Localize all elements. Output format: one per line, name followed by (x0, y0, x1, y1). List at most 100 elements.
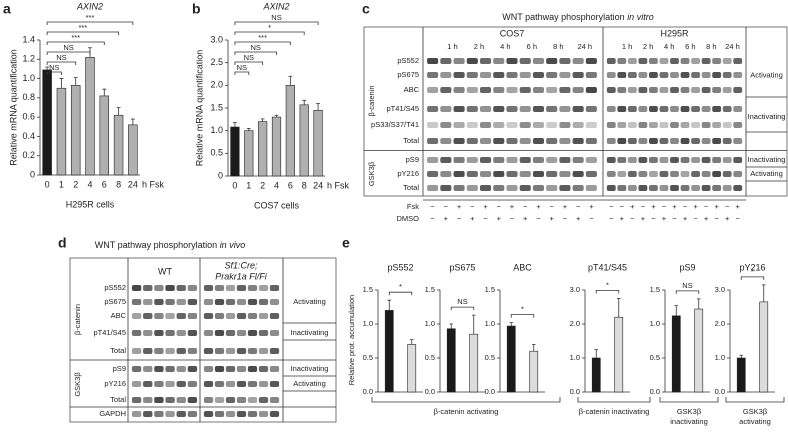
treatment-sign: − (609, 202, 614, 211)
effect-label: Inactivating (748, 155, 786, 164)
band (225, 313, 236, 319)
group-label: GSK3β (367, 161, 376, 186)
row-label: pS9 (406, 155, 419, 164)
treatment-sign: + (725, 214, 730, 223)
band (638, 171, 648, 177)
error-bar (59, 78, 64, 89)
band (712, 185, 722, 191)
genotype: WT (158, 266, 172, 276)
band (176, 411, 186, 417)
treatment-sign: + (641, 214, 646, 223)
band (258, 348, 269, 354)
significance-label: * (751, 267, 754, 276)
band (701, 157, 711, 163)
significance-bracket (46, 41, 105, 45)
bar (244, 130, 254, 177)
significance-bracket (675, 290, 700, 294)
bar (469, 333, 479, 393)
band (733, 122, 743, 128)
significance-label: NS (251, 43, 261, 52)
band (269, 299, 280, 305)
band (627, 72, 637, 78)
band (559, 185, 571, 191)
band (627, 87, 637, 93)
band (143, 348, 153, 354)
band (733, 58, 743, 64)
band (606, 58, 616, 64)
band (585, 185, 597, 191)
treatment-sign: − (714, 214, 719, 223)
band (617, 72, 627, 78)
significance-label: *** (258, 33, 267, 42)
band (247, 366, 258, 372)
band (236, 366, 247, 372)
band (269, 313, 280, 319)
bar (529, 350, 539, 393)
row-label: pS552 (397, 56, 419, 65)
band (154, 397, 164, 403)
band (269, 381, 280, 387)
band (670, 87, 679, 93)
time-label: 2 h (474, 42, 484, 51)
band (712, 106, 722, 112)
band (532, 138, 545, 144)
band (203, 397, 214, 403)
error-bar (696, 298, 701, 310)
band (176, 348, 186, 354)
effect-label: Activating (293, 297, 326, 306)
band (214, 366, 225, 372)
band (466, 106, 478, 112)
band (236, 411, 247, 417)
band (131, 411, 142, 417)
band (225, 348, 236, 354)
band (627, 171, 637, 177)
row-label: ABC (404, 85, 420, 94)
significance-bracket (234, 61, 264, 65)
band (585, 58, 597, 64)
band (617, 58, 627, 64)
band (648, 87, 658, 93)
band (236, 299, 247, 305)
y-tick-label: 0.5 (425, 353, 435, 362)
x-unit: h Fsk (327, 180, 350, 190)
bar (42, 69, 52, 176)
row-label: pY216 (397, 169, 419, 178)
band (214, 299, 225, 305)
band (131, 313, 142, 319)
band (165, 366, 175, 372)
band (733, 106, 743, 112)
band (258, 381, 269, 387)
error-bar (288, 75, 293, 86)
band (258, 366, 269, 372)
band (154, 313, 164, 319)
significance-label: * (521, 305, 524, 314)
band (176, 381, 186, 387)
treatment-sign: − (483, 214, 488, 223)
y-tick-label: 0.8 (22, 92, 35, 102)
band (659, 157, 669, 163)
band (479, 106, 492, 112)
significance-bracket (234, 21, 319, 25)
group-bracket (725, 397, 785, 403)
group-label: GSK3β (73, 372, 82, 397)
treatment-sign: + (497, 214, 502, 223)
error-bar (302, 99, 307, 105)
band (585, 106, 597, 112)
significance-bracket (234, 31, 305, 35)
band (532, 185, 545, 191)
treatment-sign: − (430, 214, 435, 223)
band (572, 58, 584, 64)
band (143, 366, 153, 372)
error-bar (246, 128, 251, 131)
significance-bracket (234, 41, 291, 45)
x-axis-label: COS7 cells (254, 200, 300, 210)
band (453, 106, 465, 112)
band (572, 72, 584, 78)
band (733, 72, 743, 78)
y-tick-label: 1.0 (22, 73, 35, 83)
band (453, 58, 465, 64)
band (225, 330, 236, 336)
blot-title: WNT pathway phosphorylation in vitro (502, 12, 653, 22)
band (247, 397, 258, 403)
band (701, 72, 711, 78)
